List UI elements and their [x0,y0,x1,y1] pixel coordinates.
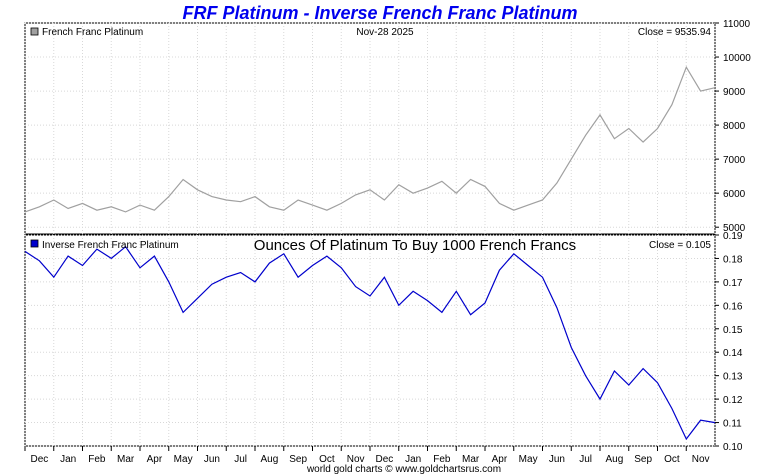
lower-legend-label: Inverse French Franc Platinum [42,240,179,251]
x-tick-label: Nov [347,454,365,465]
x-tick-label: Jul [234,454,247,465]
upper-legend-swatch [30,27,39,36]
upper-ytick-label: 7000 [723,155,746,166]
x-tick-label: Mar [462,454,480,465]
x-tick-label: Sep [289,454,307,465]
x-axis: Dec Jan Feb Mar Apr May Jun Jul Aug Sep Oct Nov Dec J… [24,446,710,465]
lower-ytick-label: 0.18 [723,254,743,265]
lower-ytick-label: 0.12 [723,395,743,406]
upper-grid [24,22,716,234]
x-tick-label: Feb [88,454,106,465]
chart-title: FRF Platinum - Inverse French Franc Plat… [182,3,577,23]
upper-close-label: Close = 9535.94 [638,27,712,38]
x-tick-label: May [174,454,193,465]
x-tick-label: Sep [634,454,652,465]
upper-ytick-label: 9000 [723,87,746,98]
x-tick-label: Jan [60,454,76,465]
lower-series-line [24,245,716,441]
lower-close-label: Close = 0.105 [649,240,711,251]
lower-y-axis: 0.10 0.11 0.12 0.13 0.14 0.15 0.16 0.17 0.18 0.19 [715,231,743,453]
x-tick-label: Mar [117,454,135,465]
x-tick-label: Oct [319,454,335,465]
lower-ytick-label: 0.17 [723,278,743,289]
x-tick-label: Aug [605,454,623,465]
lower-ytick-label: 0.13 [723,372,743,383]
lower-ytick-label: 0.19 [723,231,743,242]
x-tick-label: Aug [260,454,278,465]
lower-ytick-label: 0.11 [723,419,742,430]
x-tick-label: Apr [147,454,163,465]
upper-ytick-label: 8000 [723,121,746,132]
date-label: Nov-28 2025 [356,27,414,38]
x-tick-label: Jul [579,454,592,465]
x-tick-label: Feb [433,454,451,465]
lower-ytick-label: 0.16 [723,301,743,312]
upper-ytick-label: 6000 [723,189,746,200]
upper-ytick-label: 10000 [723,53,751,64]
upper-ytick-label: 5000 [723,223,746,234]
lower-ytick-label: 0.15 [723,325,743,336]
x-tick-label: Dec [375,454,393,465]
x-tick-label: Jan [405,454,421,465]
lower-subtitle: Ounces Of Platinum To Buy 1000 French Fr… [254,237,576,254]
lower-legend-swatch [30,239,39,248]
upper-series-line [24,65,716,213]
upper-ytick-label: 11000 [723,19,751,30]
lower-ytick-label: 0.10 [723,442,743,453]
upper-y-axis: 5000 6000 7000 8000 9000 10000 11000 [715,19,751,234]
x-tick-label: Apr [492,454,508,465]
x-tick-label: Dec [30,454,48,465]
footer-credit: world gold charts © www.goldchartsrus.co… [306,464,501,475]
x-tick-label: Jun [204,454,220,465]
x-tick-label: Jun [549,454,565,465]
x-tick-label: Oct [664,454,680,465]
x-tick-label: Nov [692,454,710,465]
lower-ytick-label: 0.14 [723,348,743,359]
upper-legend-label: French Franc Platinum [42,27,143,38]
x-tick-label: May [519,454,538,465]
